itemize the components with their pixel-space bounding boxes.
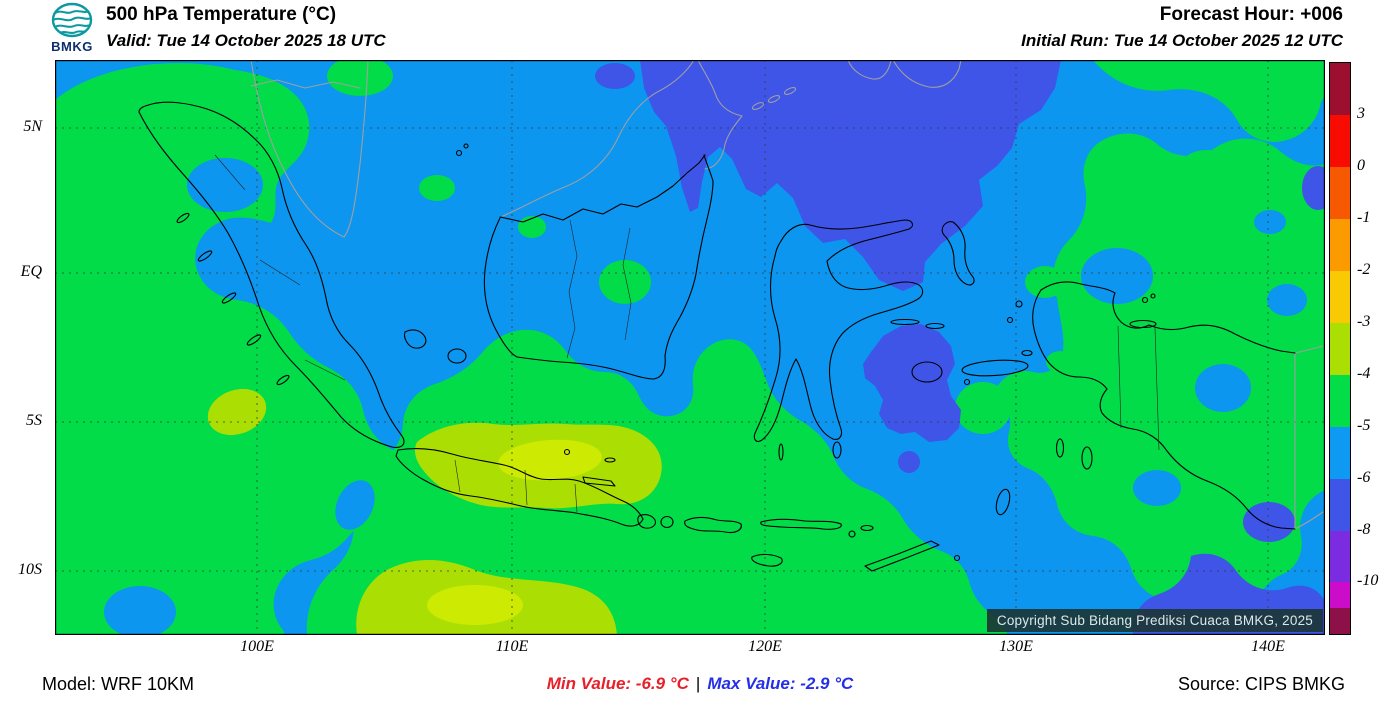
max-value: Max Value: -2.9 °C [707, 674, 854, 693]
valid-time: Valid: Tue 14 October 2025 18 UTC [106, 31, 386, 50]
lat-tick-label: EQ [20, 263, 42, 280]
colorbar-label: 3 [1357, 105, 1365, 122]
colorbar-label: -6 [1357, 469, 1371, 486]
title-block: 500 hPa Temperature (°C) Valid: Tue 14 O… [106, 4, 386, 51]
lon-tick-label: 100E [240, 638, 274, 655]
internal-borders [214, 154, 1160, 513]
lon-tick-label: 130E [999, 638, 1033, 655]
lat-tick-label: 5N [23, 118, 42, 135]
bmkg-logo: BMKG [44, 2, 100, 54]
lon-tick-label: 110E [495, 638, 529, 655]
colorbar-segment [1330, 271, 1350, 323]
colorbar-segment [1330, 531, 1350, 582]
colorbar-label: -2 [1357, 261, 1371, 278]
map-border [55, 60, 1325, 635]
forecast-hour: Forecast Hour: +006 [1159, 4, 1343, 25]
lat-tick-label: 10S [18, 561, 42, 578]
colorbar-label: -10 [1357, 572, 1379, 589]
colorbar-label: -1 [1357, 209, 1371, 226]
colorbar-segment [1330, 427, 1350, 479]
map-area: Copyright Sub Bidang Prediksi Cuaca BMKG… [55, 60, 1325, 635]
copyright-notice: Copyright Sub Bidang Prediksi Cuaca BMKG… [986, 609, 1323, 632]
colorbar [1329, 62, 1351, 635]
colorbar-label: -3 [1357, 313, 1371, 330]
colorbar-segment [1330, 582, 1350, 608]
coastlines [138, 101, 1296, 572]
ocean-holes [104, 158, 1307, 635]
lon-tick-label: 120E [748, 638, 782, 655]
colorbar-segment [1330, 167, 1350, 219]
colorbar-labels: 3 0 -1 -2 -3 -4 -5 -6 -8 -10 [1357, 62, 1400, 635]
bmkg-logo-text: BMKG [51, 39, 93, 54]
footer: Model: WRF 10KM Min Value: -6.9 °C | Max V… [0, 670, 1400, 709]
header: BMKG 500 hPa Temperature (°C) Valid: Tue… [0, 0, 1400, 60]
longitude-axis: 100E 110E 120E 130E 140E [55, 638, 1325, 660]
colorbar-label: -5 [1357, 417, 1371, 434]
colorbar-segment [1330, 115, 1350, 167]
foreign-coastlines [250, 60, 1324, 530]
temperature-map [55, 60, 1325, 635]
green-temp-regions [55, 60, 1325, 635]
bmkg-logo-globe-icon [51, 2, 93, 38]
initial-run: Initial Run: Tue 14 October 2025 12 UTC [1021, 31, 1343, 50]
colorbar-segment [1330, 608, 1350, 634]
lat-tick-label: 5S [26, 412, 42, 429]
map-title: 500 hPa Temperature (°C) [106, 4, 337, 25]
colorbar-label: -4 [1357, 365, 1371, 382]
colorbar-segment [1330, 219, 1350, 271]
minmax-values: Min Value: -6.9 °C | Max Value: -2.9 °C [0, 674, 1400, 694]
lon-tick-label: 140E [1251, 638, 1285, 655]
colorbar-segment [1330, 479, 1350, 531]
minmax-separator: | [695, 674, 701, 693]
latitude-axis: 5N EQ 5S 10S [0, 60, 49, 635]
source-label: Source: CIPS BMKG [1177, 674, 1345, 694]
colorbar-segment [1330, 375, 1350, 427]
model-label: Model: WRF 10KM [42, 674, 195, 694]
colorbar-label: -8 [1357, 521, 1371, 538]
run-info-block: Forecast Hour: +006 Initial Run: Tue 14 … [1021, 4, 1343, 51]
colorbar-segment [1330, 323, 1350, 375]
min-value: Min Value: -6.9 °C [546, 674, 689, 693]
yellow-core-temp-regions [427, 439, 602, 625]
colorbar-segment [1330, 63, 1350, 115]
colorbar-label: 0 [1357, 157, 1365, 174]
